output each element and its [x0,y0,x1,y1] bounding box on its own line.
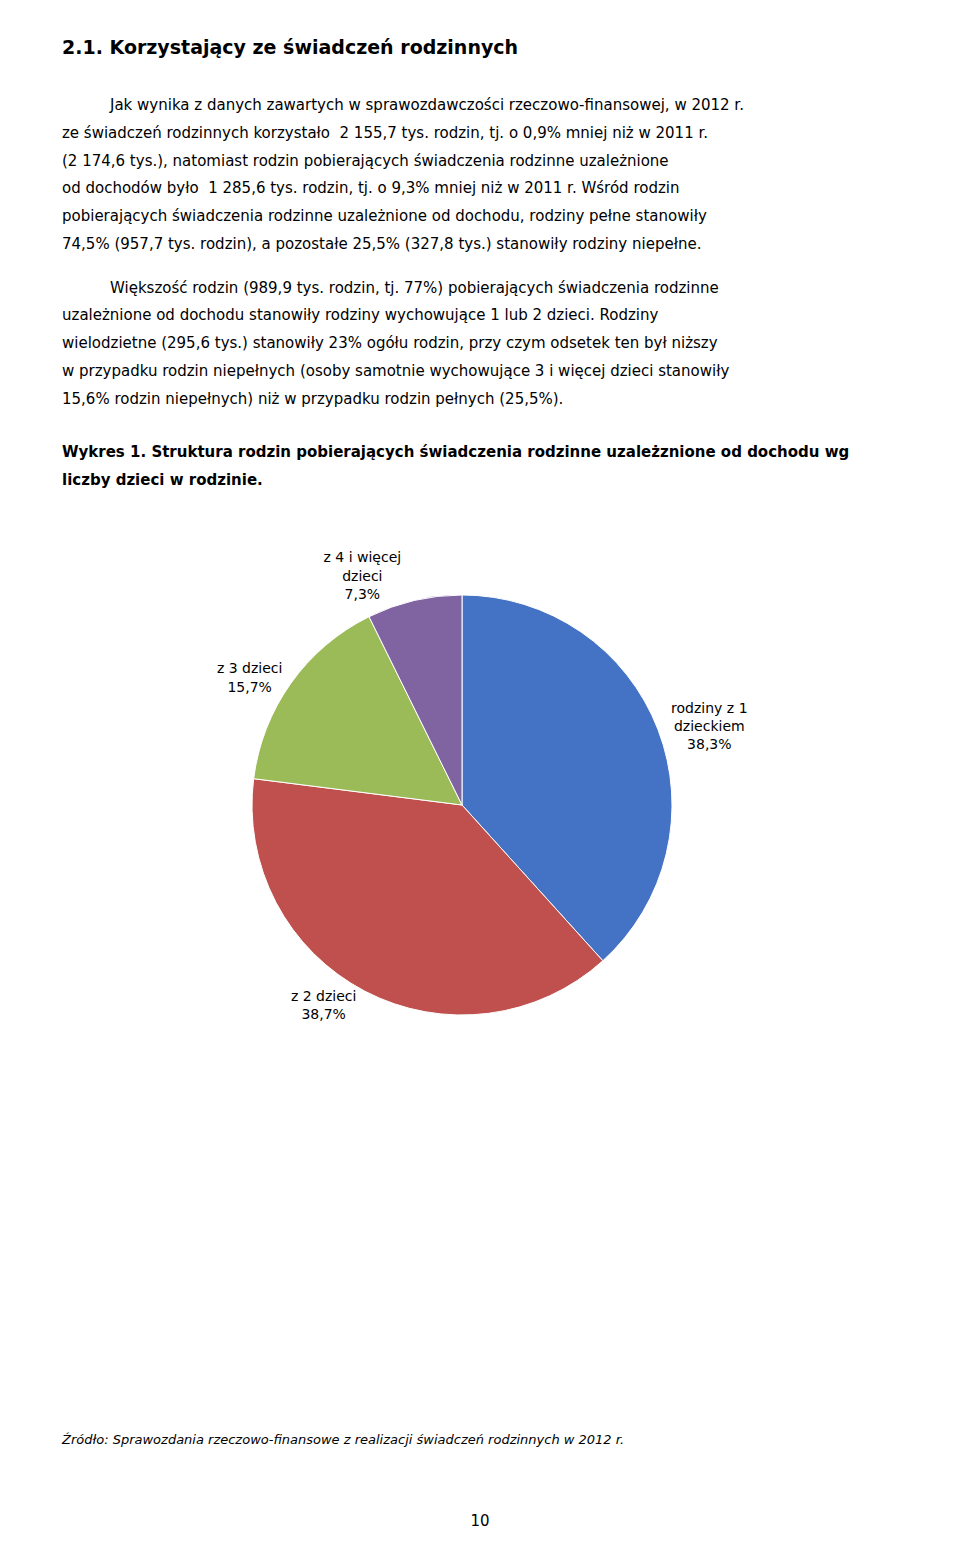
svg-text:z 2 dzieci38,7%: z 2 dzieci38,7% [291,987,356,1021]
html-text:wielodzietne (295,6 tys.) stan: wielodzietne (295,6 tys.) stanowiły 23% … [62,334,718,352]
html-text:2.1. Korzystający ze świadczeń: 2.1. Korzystający ze świadczeń rodzinnyc… [62,36,519,58]
svg-text:z 3 dzieci15,7%: z 3 dzieci15,7% [217,660,282,694]
html-text:od dochodów było 1 285,6 tys.: od dochodów było 1 285,6 tys. rodzin, tj… [62,179,680,198]
html-text:Źródło: Sprawozdania rzeczowo-: Źródło: Sprawozdania rzeczowo-finansowe … [62,1432,624,1447]
html-text:Jak wynika z danych zawartych: Jak wynika z danych zawartych w sprawozd… [110,96,744,114]
html-text:Większość rodzin (989,9 tys. r: Większość rodzin (989,9 tys. rodzin, tj.… [110,278,719,297]
html-text:(2 174,6 tys.), natomiast rodz: (2 174,6 tys.), natomiast rodzin pobiera… [62,151,669,170]
html-text:Wykres 1. Struktura rodzin pob: Wykres 1. Struktura rodzin pobierających… [62,443,850,489]
html-text:w przypadku rodzin niepełnych: w przypadku rodzin niepełnych (osoby sam… [62,361,730,380]
html-text:ze świadczeń rodzinnych korzys: ze świadczeń rodzinnych korzystało 2 155… [62,123,708,142]
svg-text:z 4 i więcejdzieci7,3%: z 4 i więcejdzieci7,3% [324,549,402,601]
html-text:10: 10 [470,1512,490,1530]
html-text:74,5% (957,7 tys. rodzin), a p: 74,5% (957,7 tys. rodzin), a pozostałe 2… [62,234,702,253]
html-text:15,6% rodzin niepełnych) niż w: 15,6% rodzin niepełnych) niż w przypadku… [62,389,564,408]
html-text:uzależnione od dochodu stanowi: uzależnione od dochodu stanowiły rodziny… [62,306,659,325]
html-text:pobierających świadczenia rodz: pobierających świadczenia rodzinne uzale… [62,207,707,225]
svg-text:rodziny z 1dzieckiem38,3%: rodziny z 1dzieckiem38,3% [671,700,747,752]
